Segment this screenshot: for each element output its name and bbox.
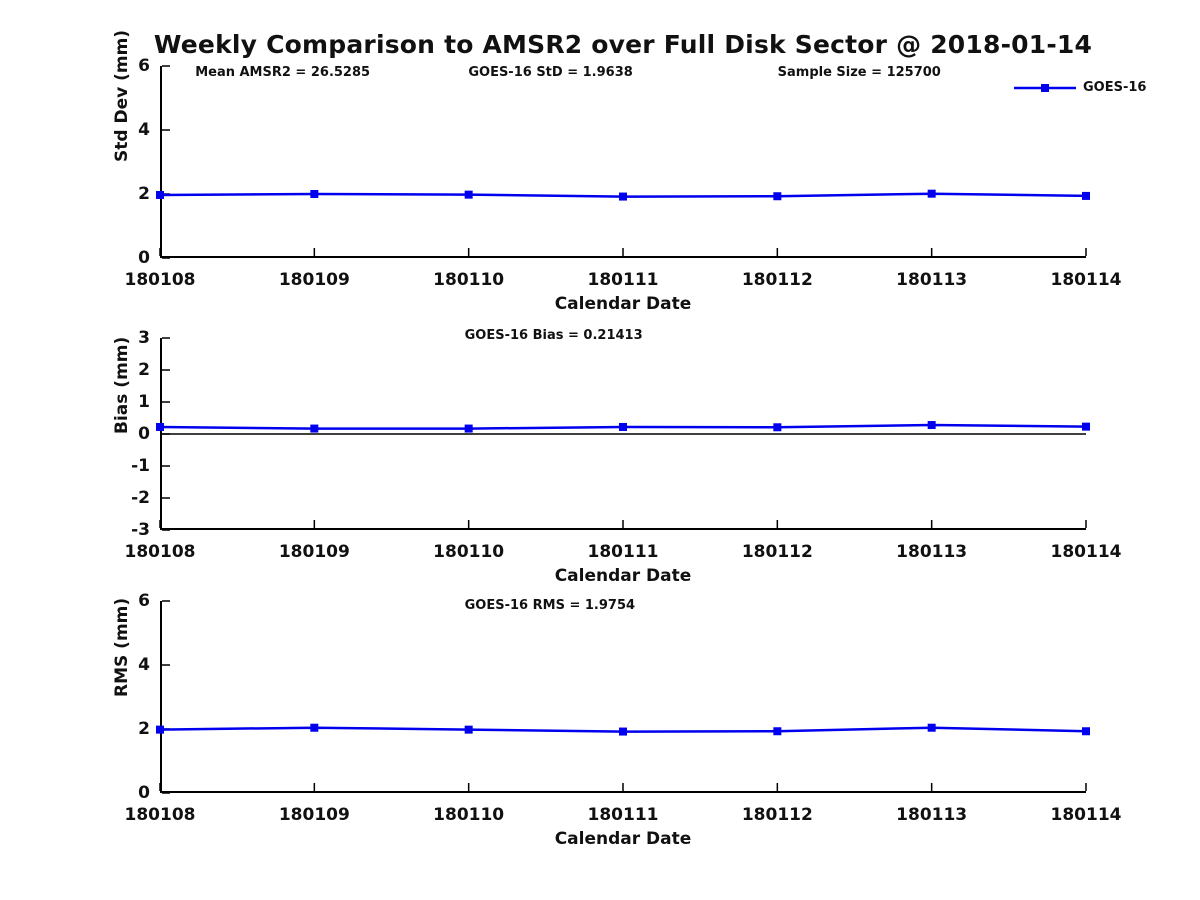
plot-area <box>156 65 1090 259</box>
data-point <box>773 423 782 432</box>
x-tick-label: 180114 <box>1050 270 1122 290</box>
x-tick-label: 180110 <box>433 805 505 825</box>
legend-label: GOES-16 <box>1083 80 1147 95</box>
stat-annotation: GOES-16 RMS = 1.9754 <box>464 598 636 613</box>
data-point <box>464 190 473 199</box>
y-tick-label: -1 <box>131 456 150 476</box>
data-point <box>619 422 627 431</box>
legend: GOES-16 <box>1014 80 1146 95</box>
data-point <box>156 422 164 431</box>
y-tick-label: 1 <box>138 392 150 412</box>
x-tick-label: 180111 <box>587 270 659 290</box>
data-line <box>159 192 1087 198</box>
x-tick-label: 180112 <box>741 542 813 562</box>
data-point <box>310 190 319 198</box>
y-tick-label: 6 <box>138 56 150 76</box>
y-tick-label: 0 <box>138 424 150 444</box>
legend-line-sample <box>1014 83 1076 92</box>
y-tick-label: 2 <box>138 184 150 204</box>
x-axis-label: Calendar Date <box>554 294 692 314</box>
y-tick-label: 2 <box>138 719 150 739</box>
data-point <box>619 727 627 736</box>
data-point <box>156 190 164 199</box>
plot-area <box>156 600 1090 794</box>
data-point <box>156 725 164 734</box>
data-point <box>310 424 319 433</box>
figure-title: Weekly Comparison to AMSR2 over Full Dis… <box>153 30 1093 59</box>
x-tick-label: 180108 <box>124 542 196 562</box>
x-tick-label: 180113 <box>896 805 968 825</box>
y-tick-label: 4 <box>138 120 150 140</box>
data-point <box>1082 191 1090 200</box>
stat-annotation: Sample Size = 125700 <box>777 65 941 80</box>
plot-area <box>156 337 1090 531</box>
data-point <box>619 192 627 201</box>
data-point <box>464 725 473 734</box>
y-tick-label: -2 <box>131 488 150 508</box>
y-tick-label: -3 <box>131 520 150 540</box>
y-tick-label: 0 <box>138 783 150 803</box>
x-tick-label: 180113 <box>896 542 968 562</box>
data-point <box>464 424 473 433</box>
x-tick-label: 180114 <box>1050 542 1122 562</box>
x-tick-label: 180114 <box>1050 805 1122 825</box>
data-line <box>159 726 1087 733</box>
data-point <box>927 723 936 732</box>
y-tick-label: 3 <box>138 328 150 348</box>
x-tick-label: 180109 <box>278 805 350 825</box>
data-point <box>773 192 782 201</box>
y-tick-label: 2 <box>138 360 150 380</box>
x-tick-label: 180109 <box>278 542 350 562</box>
data-point <box>1082 422 1090 431</box>
x-axis-label: Calendar Date <box>554 566 692 586</box>
x-tick-label: 180108 <box>124 270 196 290</box>
y-tick-label: 0 <box>138 248 150 268</box>
data-point <box>310 723 319 732</box>
x-tick-label: 180110 <box>433 270 505 290</box>
x-tick-label: 180110 <box>433 542 505 562</box>
x-axis-label: Calendar Date <box>554 829 692 849</box>
data-point <box>1082 727 1090 736</box>
x-tick-label: 180112 <box>741 805 813 825</box>
x-tick-label: 180111 <box>587 805 659 825</box>
x-tick-label: 180113 <box>896 270 968 290</box>
data-point <box>927 421 936 430</box>
x-tick-label: 180109 <box>278 270 350 290</box>
data-point <box>773 727 782 736</box>
x-tick-label: 180112 <box>741 270 813 290</box>
data-line <box>159 423 1087 430</box>
stat-annotation: Mean AMSR2 = 26.5285 <box>195 65 371 80</box>
stat-annotation: GOES-16 Bias = 0.21413 <box>464 328 643 343</box>
x-tick-label: 180108 <box>124 805 196 825</box>
stat-annotation: GOES-16 StD = 1.9638 <box>468 65 633 80</box>
data-point <box>927 189 936 198</box>
y-tick-label: 6 <box>138 591 150 611</box>
x-tick-label: 180111 <box>587 542 659 562</box>
y-tick-label: 4 <box>138 655 150 675</box>
